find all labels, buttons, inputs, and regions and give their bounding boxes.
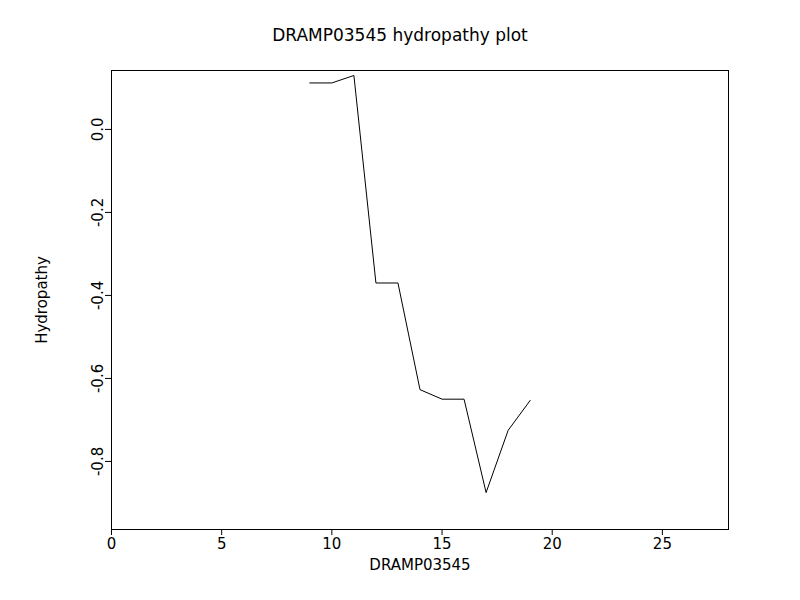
svg-text:Hydropathy: Hydropathy	[33, 256, 51, 344]
svg-text:20: 20	[543, 535, 562, 553]
svg-text:-0.2: -0.2	[89, 198, 107, 227]
svg-text:25: 25	[653, 535, 672, 553]
svg-text:-0.4: -0.4	[89, 281, 107, 310]
svg-text:-0.6: -0.6	[89, 364, 107, 393]
svg-text:10: 10	[322, 535, 341, 553]
svg-text:-0.8: -0.8	[89, 447, 107, 476]
svg-text:DRAMP03545: DRAMP03545	[369, 556, 470, 574]
svg-text:15: 15	[432, 535, 451, 553]
svg-text:5: 5	[217, 535, 227, 553]
svg-text:0.0: 0.0	[89, 118, 107, 142]
svg-text:0: 0	[107, 535, 117, 553]
html-text:DRAMP03545 hydropathy plot: DRAMP03545 hydropathy plot	[272, 25, 528, 45]
